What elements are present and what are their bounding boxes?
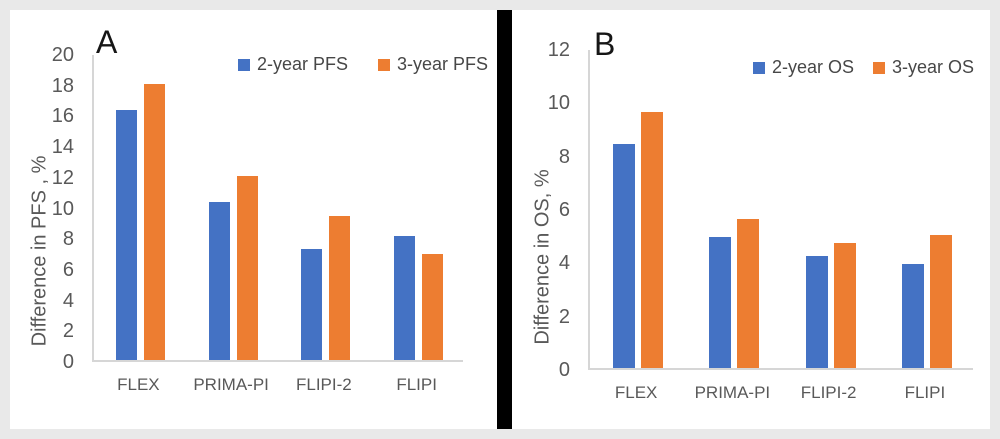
legend: 2-year OS 3-year OS (753, 57, 975, 78)
legend-label: 3-year OS (892, 57, 975, 77)
bar-2-year-os-prima-pi (709, 237, 732, 368)
x-tick-label-flipi-2: FLIPI-2 (800, 383, 857, 402)
legend-item-2-year-os: 2-year OS (753, 57, 855, 78)
y-tick-label: 6 (558, 199, 570, 221)
panel-label-a: A (96, 24, 118, 60)
y-tick-label: 4 (558, 252, 570, 275)
y-tick-label: 10 (547, 92, 570, 115)
y-tick-label: 4 (62, 289, 74, 312)
legend-item-3-year-pfs: 3-year PFS (378, 54, 489, 75)
x-tick-label-prima-pi: PRIMA-PI (694, 383, 771, 402)
bar-3-year-pfs-prima-pi (236, 175, 258, 360)
plot-area (92, 55, 463, 362)
y-tick-label: 14 (51, 136, 74, 159)
panel-divider (497, 10, 512, 429)
y-tick-label: 8 (62, 228, 74, 251)
y-tick-label: 12 (547, 39, 570, 61)
x-tick-label-prima-pi: PRIMA-PI (193, 375, 269, 394)
y-tick-label: 16 (51, 105, 74, 128)
legend-label: 2-year OS (772, 57, 855, 77)
x-tick-label-flipi: FLIPI (396, 375, 437, 394)
x-tick-label-flex: FLEX (614, 383, 658, 402)
bar-3-year-os-flipi (929, 234, 952, 368)
bar-3-year-pfs-flipi (422, 254, 444, 360)
chart-panel-a: A Difference in PFS , % 0 2 4 6 8 10 12 14 16 18 2… (10, 10, 497, 429)
y-tick-label: 20 (51, 44, 74, 66)
y-tick-label: 2 (62, 320, 74, 343)
x-tick-label-flipi-2: FLIPI-2 (296, 375, 352, 394)
legend-swatch-icon (753, 61, 765, 74)
bar-2-year-pfs-flipi-2 (301, 249, 323, 360)
y-tick-label: 0 (62, 351, 74, 373)
y-tick-label: 6 (62, 258, 74, 281)
legend-label: 2-year PFS (257, 54, 349, 74)
chart-pfs: 0 2 4 6 8 10 12 14 16 18 20 FLEX PRIMA-PI FLIPI-2 FLIP… (10, 10, 497, 429)
bar-3-year-os-prima-pi (737, 218, 760, 368)
legend-item-2-year-pfs: 2-year PFS (238, 54, 349, 75)
y-tick-label: 2 (558, 305, 570, 328)
bar-3-year-os-flex (641, 112, 664, 368)
y-tick-label: 8 (558, 145, 570, 168)
legend-swatch-icon (238, 58, 250, 71)
bar-3-year-pfs-flipi-2 (329, 215, 351, 360)
x-tick-label-flipi: FLIPI (904, 383, 946, 402)
legend-swatch-icon (873, 61, 886, 74)
bar-2-year-os-flex (613, 144, 636, 368)
bar-2-year-os-flipi (901, 264, 924, 368)
legend-label: 3-year PFS (397, 54, 489, 74)
legend-swatch-icon (378, 58, 391, 71)
y-tick-label: 12 (51, 166, 74, 189)
chart-os: 0 2 4 6 8 10 12 FLEX PRIMA-PI FLIPI-2 FLIPI 2-year … (512, 10, 990, 429)
bar-2-year-pfs-flipi (394, 235, 416, 360)
chart-panel-b: B Difference in OS, % 0 2 4 6 8 10 12 FLEX PRIMA… (512, 10, 990, 429)
legend-item-3-year-os: 3-year OS (873, 57, 975, 78)
x-tick-label-flex: FLEX (117, 375, 160, 394)
plot-area (588, 50, 973, 370)
y-tick-label: 0 (558, 359, 570, 381)
bar-3-year-os-flipi-2 (833, 242, 856, 368)
bar-2-year-pfs-prima-pi (208, 201, 230, 360)
panel-label-b: B (594, 26, 616, 62)
bar-2-year-os-flipi-2 (805, 256, 828, 368)
legend: 2-year PFS 3-year PFS (238, 54, 489, 75)
bar-3-year-pfs-flex (143, 83, 165, 360)
y-tick-label: 10 (51, 197, 74, 220)
y-tick-label: 18 (51, 74, 74, 97)
bar-2-year-pfs-flex (115, 109, 137, 360)
